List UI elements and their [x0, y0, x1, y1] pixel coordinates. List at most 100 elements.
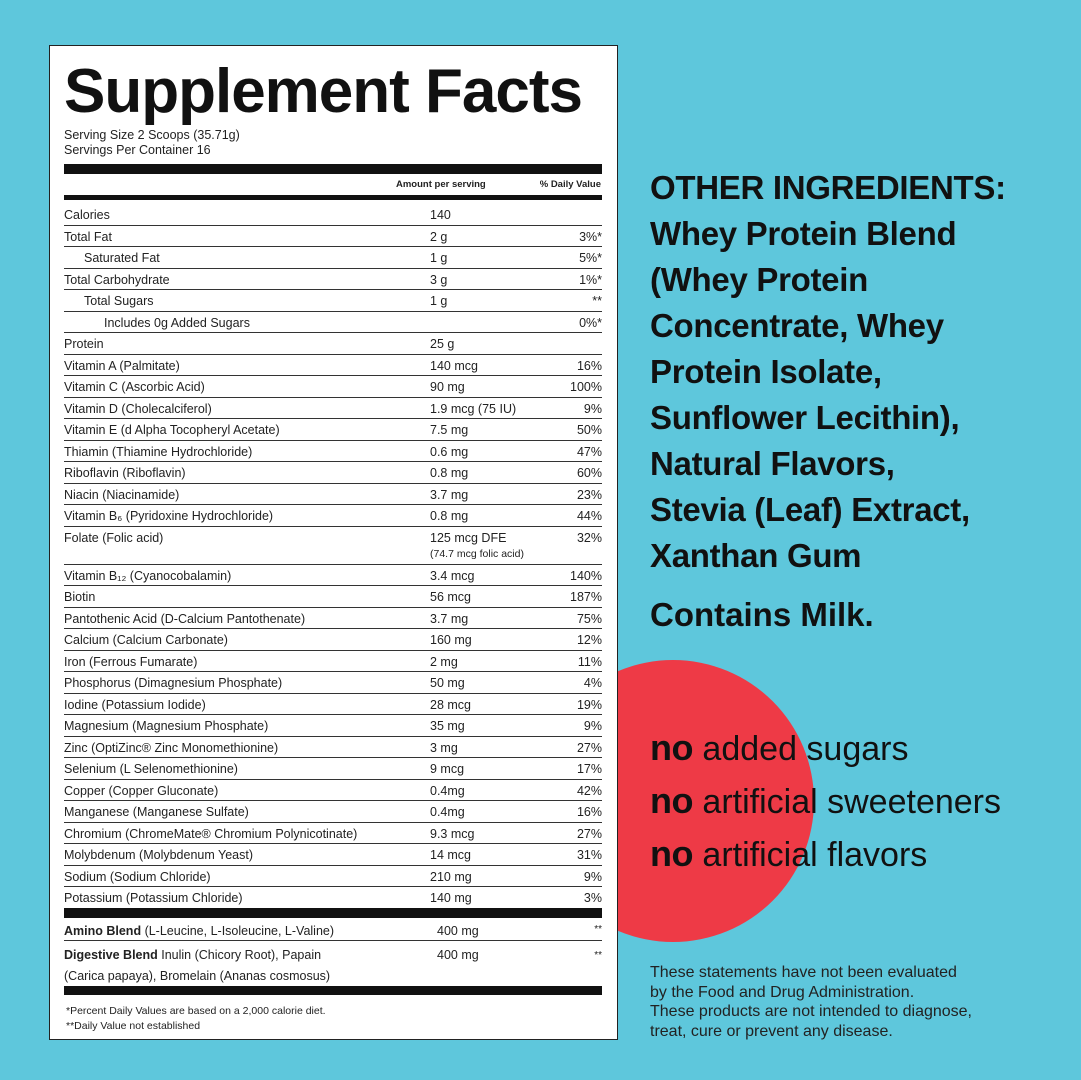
nutrient-row: Total Sugars 1 g ** [64, 290, 602, 312]
nutrient-row: Folate (Folic acid) 125 mcg DFE (74.7 mcg … [64, 527, 602, 565]
serving-info: Serving Size 2 Scoops (35.71g) Servings … [64, 128, 240, 158]
nutrient-amount: 35 mg [430, 719, 465, 733]
nutrient-row: Vitamin C (Ascorbic Acid) 90 mg 100% [64, 376, 602, 398]
nutrient-daily-value: 19% [576, 697, 602, 712]
nutrient-amount: 140 [430, 208, 451, 222]
disclaimer-line: by the Food and Drug Administration. [650, 983, 915, 1001]
claim-text: artificial flavors [692, 836, 928, 874]
nutrient-daily-value: 0%* [579, 315, 602, 330]
nutrient-name: Chromium (ChromeMate® Chromium Polynicot… [64, 826, 358, 841]
nutrient-name: Saturated Fat [84, 251, 160, 265]
nutrient-row: Calories 140 [64, 204, 602, 226]
ingredient-line: Stevia (Leaf) Extract, [650, 491, 970, 528]
nutrient-amount: 3.4 mcg [430, 568, 475, 583]
nutrient-name: Sodium (Sodium Chloride) [64, 869, 211, 884]
thick-divider-middle [64, 908, 602, 918]
nutrient-row: Manganese (Manganese Sulfate) 0.4mg 16% [64, 801, 602, 823]
claim-no-word: no [650, 727, 693, 768]
nutrient-name: Iodine (Potassium Iodide) [64, 697, 206, 712]
nutrient-amount: 7.5 mg [430, 423, 469, 437]
nutrient-row: Chromium (ChromeMate® Chromium Polynicot… [64, 823, 602, 844]
nutrient-amount: 25 g [430, 337, 455, 351]
ingredient-line: (Whey Protein [650, 261, 868, 298]
nutrient-row: Magnesium (Magnesium Phosphate) 35 mg 9% [64, 715, 602, 737]
nutrient-name: Vitamin D (Cholecalciferol) [64, 401, 212, 416]
nutrient-name: Riboflavin (Riboflavin) [64, 466, 186, 480]
nutrient-daily-value: 27% [576, 740, 602, 755]
nutrient-daily-value: 16% [576, 805, 602, 819]
nutrient-name: Phosphorus (Dimagnesium Phosphate) [64, 676, 283, 690]
digestive-blend-description-line2: (Carica papaya), Bromelain (Ananas cosmo… [64, 969, 331, 983]
nutrient-daily-value: 32% [576, 530, 602, 545]
footnote-dv: *Percent Daily Values are based on a 2,0… [66, 1005, 326, 1017]
nutrient-name: Magnesium (Magnesium Phosphate) [64, 719, 269, 733]
nutrient-name: Biotin [64, 590, 96, 604]
nutrient-row: Iodine (Potassium Iodide) 28 mcg 19% [64, 694, 602, 715]
amino-blend-label: Amino Blend [64, 924, 142, 938]
fda-disclaimer: These statements have not been evaluated… [650, 963, 1050, 1041]
other-ingredients: OTHER INGREDIENTS: Whey Protein Blend (Wh… [650, 165, 1070, 579]
claim-no-word: no [650, 833, 693, 874]
nutrient-amount: 56 mcg [430, 590, 471, 604]
column-header-daily-value: % Daily Value [539, 179, 601, 190]
nutrient-name: Calories [64, 208, 110, 222]
nutrient-row: Total Fat 2 g 3%* [64, 226, 602, 247]
nutrient-name: Zinc (OptiZinc® Zinc Monomethionine) [64, 740, 279, 755]
ingredient-line: Protein Isolate, [650, 353, 882, 390]
nutrient-amount: 3.7 mg [430, 611, 469, 626]
nutrient-name: Iron (Ferrous Fumarate) [64, 654, 198, 669]
nutrient-name: Vitamin E (d Alpha Tocopheryl Acetate) [64, 423, 280, 437]
nutrient-name: Copper (Copper Gluconate) [64, 783, 219, 798]
nutrient-row: Calcium (Calcium Carbonate) 160 mg 12% [64, 629, 602, 651]
amino-blend-amount: 400 mg [437, 924, 479, 938]
amino-blend-row: Amino Blend (L-Leucine, L-Isoleucine, L-… [64, 924, 602, 938]
nutrient-amount: 3.7 mg [430, 487, 469, 502]
nutrient-daily-value: 75% [576, 611, 602, 626]
nutrient-amount: 1 g [430, 251, 448, 265]
nutrient-row: Pantothenic Acid (D-Calcium Pantothenate… [64, 608, 602, 629]
nutrient-amount: 28 mcg [430, 697, 471, 712]
ingredient-line: Natural Flavors, [650, 445, 895, 482]
amino-blend-dv: ** [594, 924, 602, 935]
nutrient-amount: 14 mcg [430, 848, 471, 862]
nutrient-amount: 210 mg [430, 869, 472, 884]
thin-divider [64, 940, 602, 941]
nutrient-daily-value: 9% [583, 719, 602, 733]
nutrient-amount: 9 mcg [430, 762, 465, 776]
nutrient-daily-value: 44% [576, 509, 602, 523]
digestive-blend-row: Digestive Blend Inulin (Chicory Root), P… [64, 945, 602, 987]
nutrient-row: Copper (Copper Gluconate) 0.4mg 42% [64, 780, 602, 801]
nutrient-name: Total Carbohydrate [64, 272, 170, 287]
disclaimer-line: These statements have not been evaluated [650, 964, 957, 981]
nutrient-amount: 0.8 mg [430, 466, 469, 480]
nutrient-row: Phosphorus (Dimagnesium Phosphate) 50 mg 4… [64, 672, 602, 694]
digestive-blend-description: Inulin (Chicory Root), Papain [157, 948, 322, 962]
nutrient-amount: 160 mg [430, 633, 472, 647]
nutrient-row: Molybdenum (Molybdenum Yeast) 14 mcg 31% [64, 844, 602, 866]
nutrient-daily-value: 187% [570, 590, 602, 604]
digestive-blend-amount: 400 mg [437, 948, 479, 962]
nutrient-name: Folate (Folic acid) [64, 530, 164, 545]
claim-item: no artificial sweeteners [650, 775, 1001, 828]
ingredient-line: Sunflower Lecithin), [650, 399, 960, 436]
nutrient-daily-value: 17% [576, 762, 602, 776]
nutrient-daily-value: 100% [570, 380, 602, 394]
nutrient-row: Riboflavin (Riboflavin) 0.8 mg 60% [64, 462, 602, 484]
serving-size: Serving Size 2 Scoops (35.71g) [64, 128, 240, 142]
nutrient-amount: 9.3 mcg [430, 826, 475, 841]
nutrient-amount-note: (74.7 mcg folic acid) [430, 547, 524, 560]
nutrient-daily-value: 5%* [579, 251, 602, 265]
panel-title: Supplement Facts [64, 57, 583, 126]
ingredient-line: Xanthan Gum [650, 537, 862, 574]
servings-per-container: Servings Per Container 16 [64, 143, 211, 157]
nutrient-row: Niacin (Niacinamide) 3.7 mg 23% [64, 484, 602, 505]
footnote-not-established: **Daily Value not established [66, 1020, 201, 1032]
ingredient-lines: Whey Protein Blend (Whey Protein Concentra… [650, 211, 1070, 579]
supplement-facts-panel: Supplement Facts Serving Size 2 Scoops (… [49, 45, 618, 1040]
nutrient-row: Sodium (Sodium Chloride) 210 mg 9% [64, 866, 602, 887]
nutrient-name: Selenium (L Selenomethionine) [64, 762, 238, 776]
nutrient-row: Total Carbohydrate 3 g 1%* [64, 269, 602, 290]
nutrient-amount: 140 mcg [430, 358, 478, 373]
nutrient-daily-value: 27% [576, 826, 602, 841]
disclaimer-line: These products are not intended to diagn… [650, 1003, 972, 1020]
